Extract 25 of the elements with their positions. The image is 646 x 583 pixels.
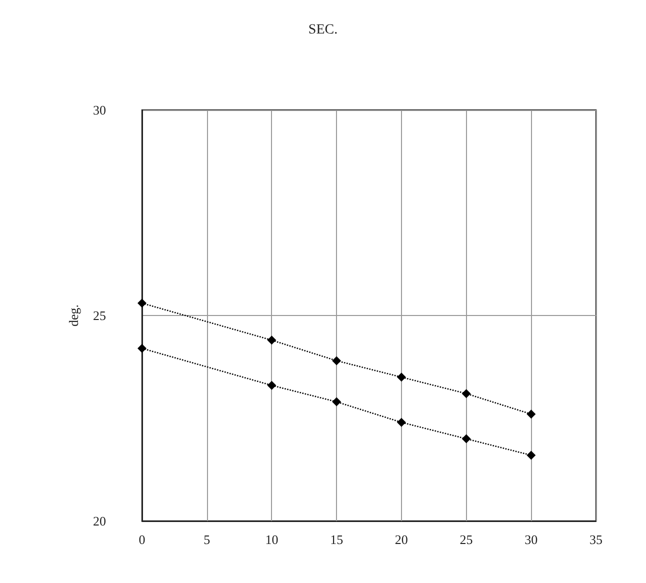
point xyxy=(138,298,146,308)
x-tick-label: 0 xyxy=(138,532,146,547)
y-tick-label: 20 xyxy=(93,514,106,528)
y-tick-label: 25 xyxy=(93,308,106,323)
point xyxy=(332,397,342,406)
x-tick-label: 20 xyxy=(394,532,408,547)
x-tick-label: 15 xyxy=(330,532,344,547)
y-axis-title: deg. xyxy=(66,304,81,327)
x-tick-label: 5 xyxy=(204,532,210,547)
point xyxy=(526,410,536,419)
point xyxy=(267,336,276,345)
point xyxy=(138,344,146,353)
x-tick-label: 35 xyxy=(590,532,602,547)
point xyxy=(462,389,471,398)
y-tick-label: 30 xyxy=(93,102,106,118)
point xyxy=(396,372,406,382)
chart-title: SEC. xyxy=(308,22,338,38)
x-tick-label: 10 xyxy=(265,532,278,547)
x-tick-label: 30 xyxy=(524,532,538,547)
point xyxy=(267,380,276,390)
x-tick-label: 25 xyxy=(460,532,473,547)
point xyxy=(526,450,536,460)
point xyxy=(396,418,406,427)
point xyxy=(332,356,342,366)
point xyxy=(462,434,471,444)
